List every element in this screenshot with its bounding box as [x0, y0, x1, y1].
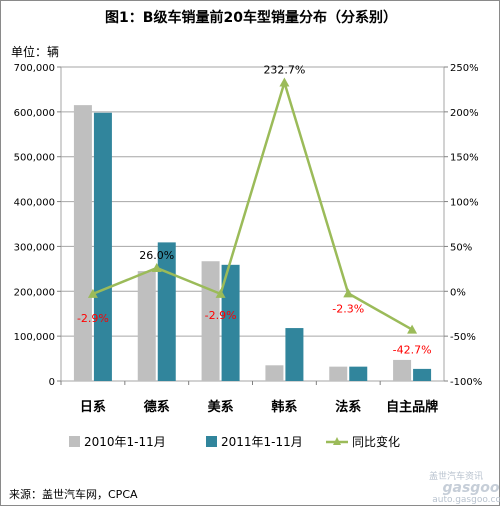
data-label: -2.9%: [205, 309, 237, 322]
yoy-change-marker: [87, 288, 98, 298]
legend-swatch: [206, 436, 217, 447]
left-axis-tick-label: 400,000: [14, 198, 55, 209]
bar-2011: [413, 368, 432, 381]
yoy-change-marker: [343, 288, 354, 298]
left-axis-tick-label: 100,000: [14, 332, 55, 343]
category-label: 德系: [144, 399, 170, 415]
yoy-change-line: [92, 78, 413, 331]
data-label: 26.0%: [139, 249, 174, 262]
right-axis-tick-label: -50%: [450, 332, 476, 343]
source-note: 来源：盖世汽车网，CPCA: [9, 487, 138, 501]
category-label: 韩系: [271, 399, 297, 415]
bar-2011: [349, 366, 368, 381]
right-axis-tick-label: 50%: [450, 242, 472, 253]
bar-2010: [137, 271, 156, 381]
yoy-change-marker: [215, 288, 226, 298]
category-label: 自主品牌: [386, 399, 438, 415]
left-axis-tick-label: 300,000: [14, 242, 55, 253]
plot-area: 0 100,000 200,000 300,000 400,000 500,000 600,…: [14, 63, 483, 415]
legend: 2010年1-11月 2011年1-11月 同比变化: [69, 434, 400, 449]
bar-2010: [393, 359, 412, 381]
right-axis-tick-label: 0%: [450, 287, 466, 298]
right-axis-tick-label: 250%: [450, 63, 479, 74]
data-label: 232.7%: [263, 64, 305, 77]
yoy-change-marker: [151, 262, 162, 272]
right-axis-tick-label: 100%: [450, 198, 479, 209]
watermark-logo: gasgoo: [442, 480, 499, 496]
watermark-url: auto.gasgoo.com: [432, 495, 500, 505]
unit-label: 单位：辆: [11, 44, 59, 59]
data-label: -42.7%: [393, 344, 432, 357]
legend-swatch-marker: [333, 437, 341, 445]
yoy-change-marker: [407, 324, 418, 334]
legend-swatch: [69, 436, 80, 447]
left-axis-tick-label: 700,000: [14, 63, 55, 74]
bar-2011: [93, 112, 112, 382]
right-axis-tick-label: 150%: [450, 153, 479, 164]
legend-label: 2010年1-11月: [84, 435, 166, 449]
category-label: 日系: [80, 399, 106, 415]
yoy-change-marker: [279, 77, 290, 87]
left-axis-tick-label: 0: [49, 377, 55, 388]
bar-2010: [73, 105, 92, 381]
legend-label: 2011年1-11月: [221, 435, 303, 449]
right-axis-tick-label: 200%: [450, 108, 479, 119]
bar-2010: [329, 366, 348, 381]
plot-border: [60, 66, 445, 382]
data-label: -2.9%: [77, 312, 109, 325]
bar-2011: [285, 328, 304, 381]
category-label: 法系: [335, 399, 361, 415]
left-axis-tick-label: 600,000: [14, 108, 55, 119]
data-label: -2.3%: [332, 302, 364, 315]
category-label: 美系: [208, 399, 234, 415]
bar-2010: [265, 365, 284, 381]
left-axis-tick-label: 500,000: [14, 153, 55, 164]
bar-2011: [157, 242, 176, 381]
legend-label: 同比变化: [352, 434, 400, 449]
bar-2011: [221, 264, 240, 381]
right-axis-tick-label: -100%: [450, 377, 482, 388]
watermark-cn: 盖世汽车资讯: [429, 470, 483, 482]
chart-title: 图1：B级车销量前20车型销量分布（分系别）: [105, 9, 397, 26]
left-axis-tick-label: 200,000: [14, 287, 55, 298]
watermark: 盖世汽车资讯 gasgoo auto.gasgoo.com: [429, 470, 500, 505]
